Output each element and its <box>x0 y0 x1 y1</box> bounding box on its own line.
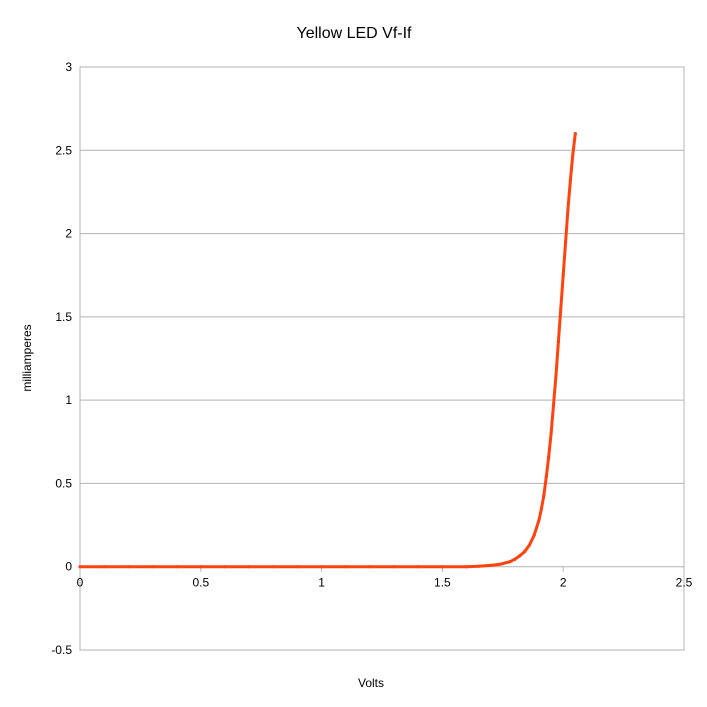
data-point <box>175 565 179 569</box>
x-tick-label: 2.5 <box>676 576 693 590</box>
y-tick-label: 0.5 <box>55 476 72 490</box>
y-tick-label: 3 <box>65 60 72 74</box>
data-point <box>518 554 522 558</box>
x-axis-label: Volts <box>358 676 384 690</box>
data-point <box>571 152 575 156</box>
y-tick-label: 1.5 <box>55 310 72 324</box>
data-point <box>542 493 546 497</box>
data-point <box>102 565 106 569</box>
data-point <box>368 565 372 569</box>
data-point <box>551 403 556 407</box>
data-series <box>78 132 577 569</box>
data-point <box>392 565 396 569</box>
data-point <box>508 560 512 564</box>
x-tick-label: 0 <box>77 576 84 590</box>
data-point <box>527 543 532 547</box>
data-point <box>295 565 299 569</box>
data-point <box>320 565 324 569</box>
data-point <box>126 565 130 569</box>
data-point <box>568 178 573 182</box>
data-point <box>547 455 551 459</box>
data-point <box>440 565 444 569</box>
y-tick-label: -0.5 <box>51 643 72 657</box>
y-tick-label: 0 <box>65 560 72 574</box>
chart-title: Yellow LED Vf-If <box>296 25 412 42</box>
x-tick-label: 1 <box>318 576 325 590</box>
x-tick-label: 0.5 <box>192 576 209 590</box>
data-point <box>532 533 536 537</box>
data-point <box>537 518 541 522</box>
data-point <box>566 207 570 211</box>
x-tick-label: 2 <box>560 576 567 590</box>
data-point <box>522 550 527 554</box>
plot-area-frame <box>79 66 685 651</box>
y-tick-label: 2.5 <box>55 143 72 157</box>
data-point <box>344 565 348 569</box>
data-point <box>271 565 275 569</box>
y-tick-labels: 3 2.5 2 1.5 1 0.5 0 -0.5 <box>51 60 72 657</box>
data-point <box>544 475 548 479</box>
data-point <box>78 565 82 569</box>
data-point <box>554 373 558 377</box>
x-tick-labels: 0 0.5 1 1.5 2 2.5 <box>77 576 693 590</box>
data-point <box>477 564 481 568</box>
data-point <box>573 132 577 136</box>
data-point <box>416 565 420 569</box>
series-line <box>78 132 577 569</box>
y-tick-label: 1 <box>65 393 72 407</box>
data-point <box>539 506 544 510</box>
grid-lines <box>79 66 685 651</box>
data-point <box>549 431 553 436</box>
data-point <box>556 340 561 344</box>
y-axis-label: milliamperes <box>20 324 34 391</box>
y-tick-label: 2 <box>65 227 72 241</box>
data-point <box>564 240 568 244</box>
data-point <box>489 563 493 568</box>
data-point <box>247 565 251 569</box>
data-point <box>465 565 469 569</box>
data-point <box>150 565 155 569</box>
data-point <box>199 565 203 569</box>
data-point <box>559 306 563 311</box>
data-point <box>223 565 227 569</box>
data-point <box>513 557 517 561</box>
data-point <box>498 562 502 566</box>
x-tick-label: 1.5 <box>434 576 451 590</box>
data-point <box>561 273 565 277</box>
